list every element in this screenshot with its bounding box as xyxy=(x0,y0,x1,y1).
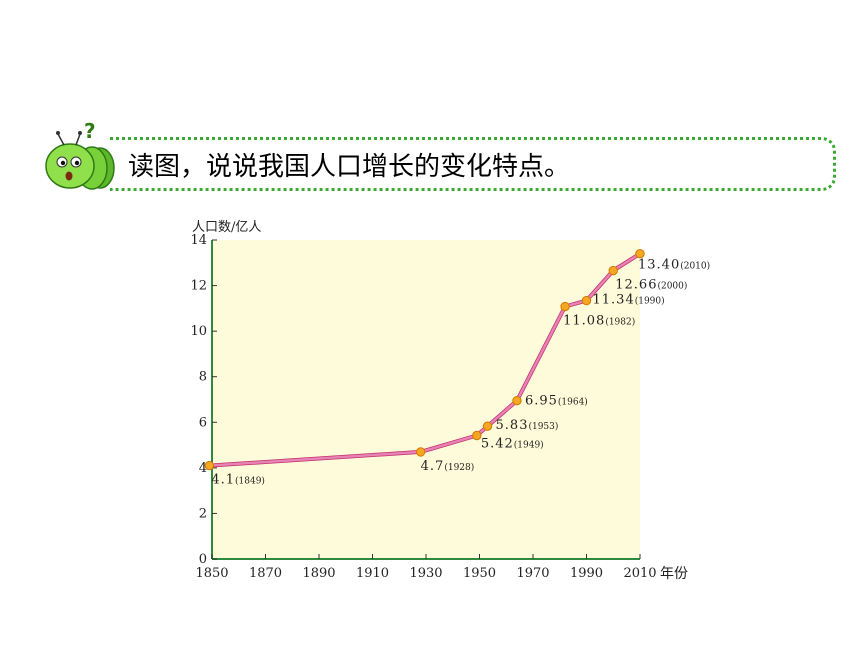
year-label: (1953) xyxy=(528,421,558,432)
plot-area xyxy=(212,240,640,559)
prompt-banner xyxy=(110,137,836,191)
data-point xyxy=(472,430,482,441)
prompt-text: 读图，说说我国人口增长的变化特点。 xyxy=(128,152,571,182)
value-label: 11.08 xyxy=(563,314,605,329)
value-label: 5.83 xyxy=(496,418,529,433)
data-label: 4.1(1849) xyxy=(211,473,265,488)
data-point xyxy=(415,447,426,457)
data-point xyxy=(482,421,493,431)
value-label: 4.7 xyxy=(421,459,445,474)
data-label: 11.08(1982) xyxy=(563,314,635,329)
value-label: 5.42 xyxy=(481,437,514,452)
value-label: 6.95 xyxy=(525,394,558,409)
value-label: 11.34 xyxy=(593,293,635,308)
year-label: (2010) xyxy=(680,261,710,272)
data-point xyxy=(608,265,618,276)
data-point xyxy=(512,395,522,406)
year-label: (1928) xyxy=(444,462,474,473)
y-tick-label: 6 xyxy=(199,415,207,430)
y-tick-label: 2 xyxy=(199,506,207,521)
value-label: 4.1 xyxy=(211,473,235,488)
data-label: 12.66(2000) xyxy=(615,278,687,293)
data-point xyxy=(581,295,592,306)
data-label: 5.83(1953) xyxy=(496,418,559,433)
value-label: 13.40 xyxy=(638,258,680,273)
data-point xyxy=(635,248,645,259)
year-label: (1949) xyxy=(514,440,544,451)
data-point xyxy=(560,301,570,312)
year-label: (1982) xyxy=(605,317,635,328)
data-label: 13.40(2010) xyxy=(638,258,710,273)
y-tick-label: 14 xyxy=(190,233,207,248)
y-tick-label: 0 xyxy=(199,552,207,567)
year-label: (1849) xyxy=(235,476,265,487)
y-axis-label: 人口数/亿人 xyxy=(192,220,262,235)
year-label: (1990) xyxy=(635,296,665,307)
y-tick-label: 10 xyxy=(190,324,207,339)
x-axis-label: 年份 xyxy=(660,566,688,582)
x-tick-label: 1870 xyxy=(249,566,282,581)
x-tick-label: 1910 xyxy=(356,566,389,581)
data-label: 11.34(1990) xyxy=(593,293,665,308)
y-tick-label: 12 xyxy=(190,279,207,294)
x-tick-label: 1850 xyxy=(195,566,228,581)
y-tick-label: 4 xyxy=(199,461,207,476)
x-tick-label: 1970 xyxy=(516,566,549,581)
question-mark: ? xyxy=(84,122,96,143)
data-label: 6.95(1964) xyxy=(525,394,588,409)
x-tick-label: 1950 xyxy=(463,566,496,581)
x-tick-label: 1990 xyxy=(570,566,603,581)
year-label: (1964) xyxy=(558,397,588,408)
data-label: 5.42(1949) xyxy=(481,437,544,452)
data-label: 4.7(1928) xyxy=(421,459,475,474)
x-tick-label: 1890 xyxy=(302,566,335,581)
y-tick-label: 8 xyxy=(199,370,207,385)
value-label: 12.66 xyxy=(615,278,657,293)
data-point xyxy=(204,460,215,471)
caterpillar-mascot-icon: ? xyxy=(45,122,115,190)
x-tick-label: 1930 xyxy=(409,566,442,581)
year-label: (2000) xyxy=(657,281,687,292)
x-tick-label: 2010 xyxy=(623,566,656,581)
